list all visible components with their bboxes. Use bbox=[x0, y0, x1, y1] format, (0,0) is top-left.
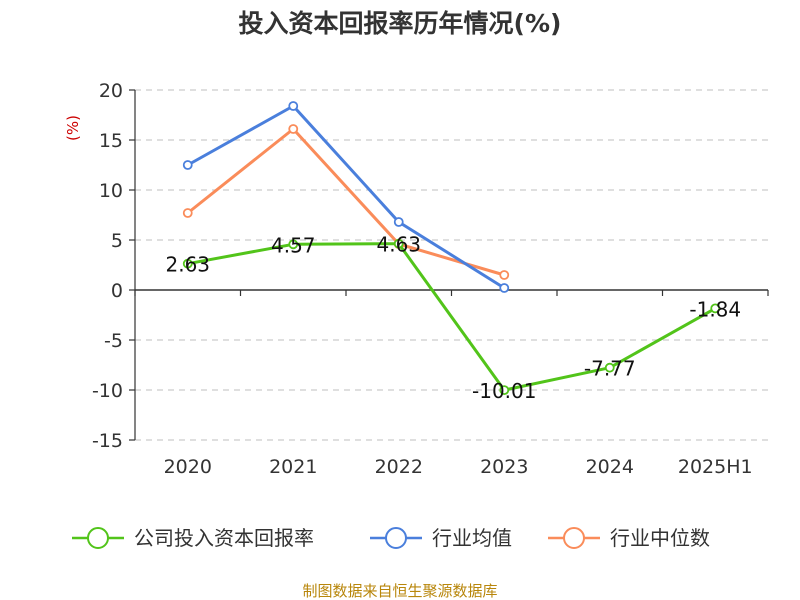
legend-marker bbox=[87, 527, 109, 549]
data-labels: 2.63 4.57 4.63 -10.01 -7.77 -1.84 bbox=[165, 233, 741, 403]
data-point bbox=[288, 124, 299, 134]
data-label: -7.77 bbox=[584, 357, 636, 381]
axes: 20 15 10 5 0 -5 -10 -15 2020 2021 2022 2023 2024 2025… bbox=[92, 80, 769, 478]
chart-title: 投入资本回报率历年情况(%) bbox=[239, 9, 562, 38]
data-label: 4.57 bbox=[271, 233, 316, 257]
x-tick-label: 2022 bbox=[375, 456, 423, 478]
x-tick-label: 2023 bbox=[480, 456, 528, 478]
data-point bbox=[182, 258, 193, 269]
data-point bbox=[182, 160, 193, 170]
x-tick-label: 2025H1 bbox=[678, 456, 753, 478]
x-tick-label: 2020 bbox=[164, 456, 212, 478]
legend-marker bbox=[563, 527, 585, 549]
legend-label: 公司投入资本回报率 bbox=[134, 526, 314, 550]
data-point bbox=[499, 270, 510, 280]
series-line-1 bbox=[187, 104, 506, 290]
data-point bbox=[288, 239, 299, 250]
x-tick-label: 2024 bbox=[586, 456, 634, 478]
data-point bbox=[393, 238, 404, 249]
legend-marker bbox=[385, 527, 407, 549]
series-line-2 bbox=[186, 127, 505, 277]
data-label: -10.01 bbox=[472, 379, 536, 403]
data-point bbox=[710, 303, 721, 314]
data-label: 2.63 bbox=[165, 253, 210, 277]
y-tick-label: -5 bbox=[104, 330, 123, 352]
data-point bbox=[182, 208, 193, 218]
data-label: -1.84 bbox=[689, 297, 741, 321]
series-line-0 bbox=[187, 242, 716, 392]
data-point bbox=[288, 101, 299, 111]
series-layer bbox=[182, 101, 721, 396]
data-point bbox=[393, 217, 404, 227]
data-point bbox=[604, 362, 615, 373]
y-tick-label: 5 bbox=[111, 230, 123, 252]
y-tick-label: -10 bbox=[92, 380, 123, 402]
y-tick-label: 0 bbox=[111, 280, 123, 302]
x-tick-label: 2021 bbox=[269, 456, 317, 478]
data-point bbox=[499, 283, 510, 293]
data-point bbox=[499, 385, 510, 396]
data-label: 4.63 bbox=[376, 233, 421, 257]
y-axis-unit-label: (%) bbox=[64, 115, 82, 141]
legend: 公司投入资本回报率 行业均值 行业中位数 bbox=[72, 526, 710, 550]
y-tick-label: 20 bbox=[99, 80, 123, 102]
y-tick-label: -15 bbox=[92, 430, 123, 452]
legend-label: 行业均值 bbox=[432, 526, 512, 550]
data-source-note: 制图数据来自恒生聚源数据库 bbox=[302, 582, 497, 600]
y-tick-label: 15 bbox=[99, 130, 123, 152]
legend-label: 行业中位数 bbox=[610, 526, 710, 550]
y-tick-label: 10 bbox=[99, 180, 123, 202]
